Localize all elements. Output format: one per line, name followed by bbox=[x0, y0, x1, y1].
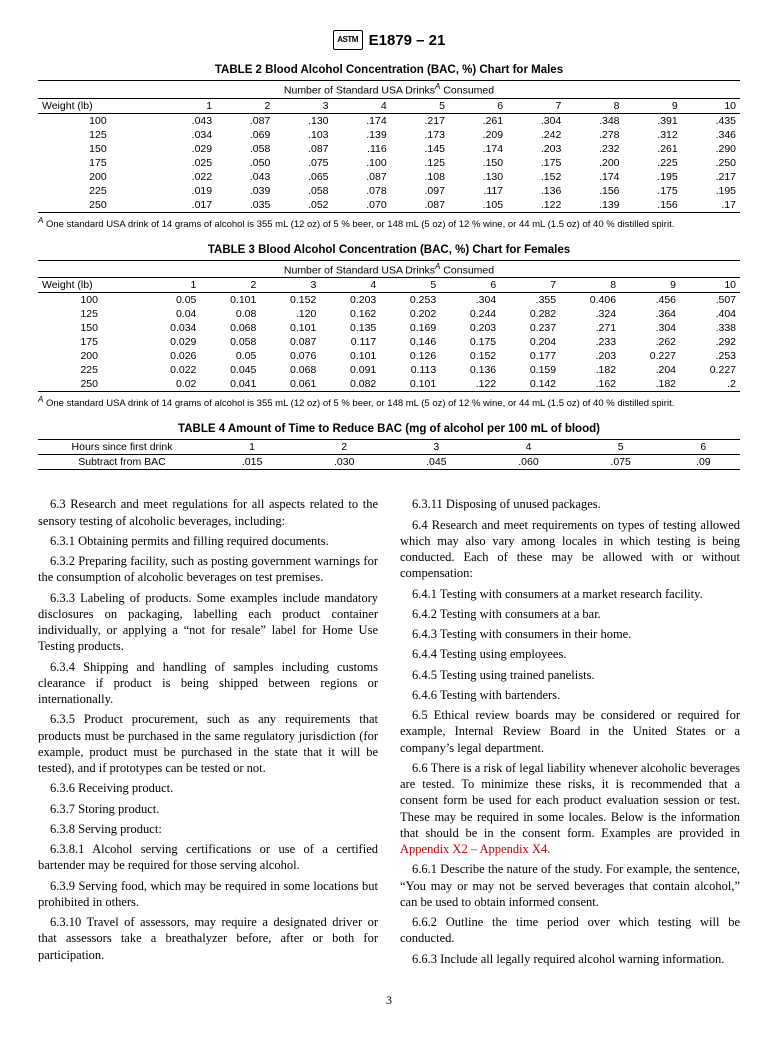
para-6-3-9: 6.3.9 Serving food, which may be require… bbox=[38, 878, 378, 911]
table-row: 175.025.050.075.100.125.150.175.200.225.… bbox=[38, 156, 740, 170]
table3-footnote: A One standard USA drink of 14 grams of … bbox=[38, 395, 740, 409]
body-text: 6.3 Research and meet regulations for al… bbox=[38, 496, 740, 969]
table3-header-row: Weight (lb) 1 2 3 4 5 6 7 8 9 10 bbox=[38, 278, 740, 293]
table-row: 1750.0290.0580.0870.1170.1460.1750.204.2… bbox=[38, 335, 740, 349]
table2-title: TABLE 2 Blood Alcohol Concentration (BAC… bbox=[38, 64, 740, 76]
table-row: 2250.0220.0450.0680.0910.1130.1360.159.1… bbox=[38, 363, 740, 377]
table2-footnote: A One standard USA drink of 14 grams of … bbox=[38, 216, 740, 230]
para-6-3-1: 6.3.1 Obtaining permits and filling requ… bbox=[38, 533, 378, 549]
table-row: 150.029.058.087.116.145.174.203.232.261.… bbox=[38, 142, 740, 156]
doc-id: E1879 – 21 bbox=[369, 32, 446, 49]
table-row: 1500.0340.0680.1010.1350.1690.2030.237.2… bbox=[38, 321, 740, 335]
table2-subhead: Number of Standard USA DrinksA Consumed bbox=[38, 81, 740, 99]
table3-subhead: Number of Standard USA DrinksA Consumed bbox=[38, 260, 740, 278]
para-6-3: 6.3 Research and meet regulations for al… bbox=[38, 496, 378, 529]
para-6-4-5: 6.4.5 Testing using trained panelists. bbox=[400, 667, 740, 683]
para-6-6-3: 6.6.3 Include all legally required alcoh… bbox=[400, 951, 740, 967]
para-6-3-10: 6.3.10 Travel of assessors, may require … bbox=[38, 914, 378, 963]
table3: Number of Standard USA DrinksA Consumed … bbox=[38, 260, 740, 393]
appendix-link[interactable]: Appendix X2 – Appendix X4 bbox=[400, 842, 547, 856]
table2-header-row: Weight (lb) 1 2 3 4 5 6 7 8 9 10 bbox=[38, 98, 740, 113]
table4-row1: Hours since first drink 1 2 3 4 5 6 bbox=[38, 440, 740, 455]
table-row: 250.017.035.052.070.087.105.122.139.156.… bbox=[38, 198, 740, 213]
para-6-3-5: 6.3.5 Product procurement, such as any r… bbox=[38, 711, 378, 776]
para-6-4-6: 6.4.6 Testing with bartenders. bbox=[400, 687, 740, 703]
page-number: 3 bbox=[38, 993, 740, 1008]
para-6-3-3: 6.3.3 Labeling of products. Some example… bbox=[38, 590, 378, 655]
para-6-6: 6.6 There is a risk of legal liability w… bbox=[400, 760, 740, 858]
para-6-4-3: 6.4.3 Testing with consumers in their ho… bbox=[400, 626, 740, 642]
para-6-3-8-1: 6.3.8.1 Alcohol serving certifications o… bbox=[38, 841, 378, 874]
table-row: 1000.050.1010.1520.2030.253.304.3550.406… bbox=[38, 293, 740, 308]
astm-logo: ASTM bbox=[333, 30, 363, 50]
para-6-6-2: 6.6.2 Outline the time period over which… bbox=[400, 914, 740, 947]
table4-title: TABLE 4 Amount of Time to Reduce BAC (mg… bbox=[38, 423, 740, 435]
para-6-3-8: 6.3.8 Serving product: bbox=[38, 821, 378, 837]
para-6-3-4: 6.3.4 Shipping and handling of samples i… bbox=[38, 659, 378, 708]
table-row: 225.019.039.058.078.097.117.136.156.175.… bbox=[38, 184, 740, 198]
table-row: 2000.0260.050.0760.1010.1260.1520.177.20… bbox=[38, 349, 740, 363]
table-row: 2500.020.0410.0610.0820.101.1220.142.162… bbox=[38, 377, 740, 392]
table-row: 100.043.087.130.174.217.261.304.348.391.… bbox=[38, 113, 740, 128]
para-6-3-7: 6.3.7 Storing product. bbox=[38, 801, 378, 817]
para-6-6-1: 6.6.1 Describe the nature of the study. … bbox=[400, 861, 740, 910]
para-6-4: 6.4 Research and meet requirements on ty… bbox=[400, 517, 740, 582]
table3-title: TABLE 3 Blood Alcohol Concentration (BAC… bbox=[38, 244, 740, 256]
table4-row2: Subtract from BAC .015 .030 .045 .060 .0… bbox=[38, 455, 740, 470]
page-header: ASTM E1879 – 21 bbox=[38, 30, 740, 50]
para-6-3-6: 6.3.6 Receiving product. bbox=[38, 780, 378, 796]
table-row: 200.022.043.065.087.108.130.152.174.195.… bbox=[38, 170, 740, 184]
para-6-3-11: 6.3.11 Disposing of unused packages. bbox=[400, 496, 740, 512]
table4: Hours since first drink 1 2 3 4 5 6 Subt… bbox=[38, 439, 740, 470]
table-row: 1250.040.08.1200.1620.2020.2440.282.324.… bbox=[38, 307, 740, 321]
para-6-5: 6.5 Ethical review boards may be conside… bbox=[400, 707, 740, 756]
para-6-4-1: 6.4.1 Testing with consumers at a market… bbox=[400, 586, 740, 602]
para-6-3-2: 6.3.2 Preparing facility, such as postin… bbox=[38, 553, 378, 586]
table-row: 125.034.069.103.139.173.209.242.278.312.… bbox=[38, 128, 740, 142]
para-6-4-4: 6.4.4 Testing using employees. bbox=[400, 646, 740, 662]
table2: Number of Standard USA DrinksA Consumed … bbox=[38, 80, 740, 213]
para-6-4-2: 6.4.2 Testing with consumers at a bar. bbox=[400, 606, 740, 622]
